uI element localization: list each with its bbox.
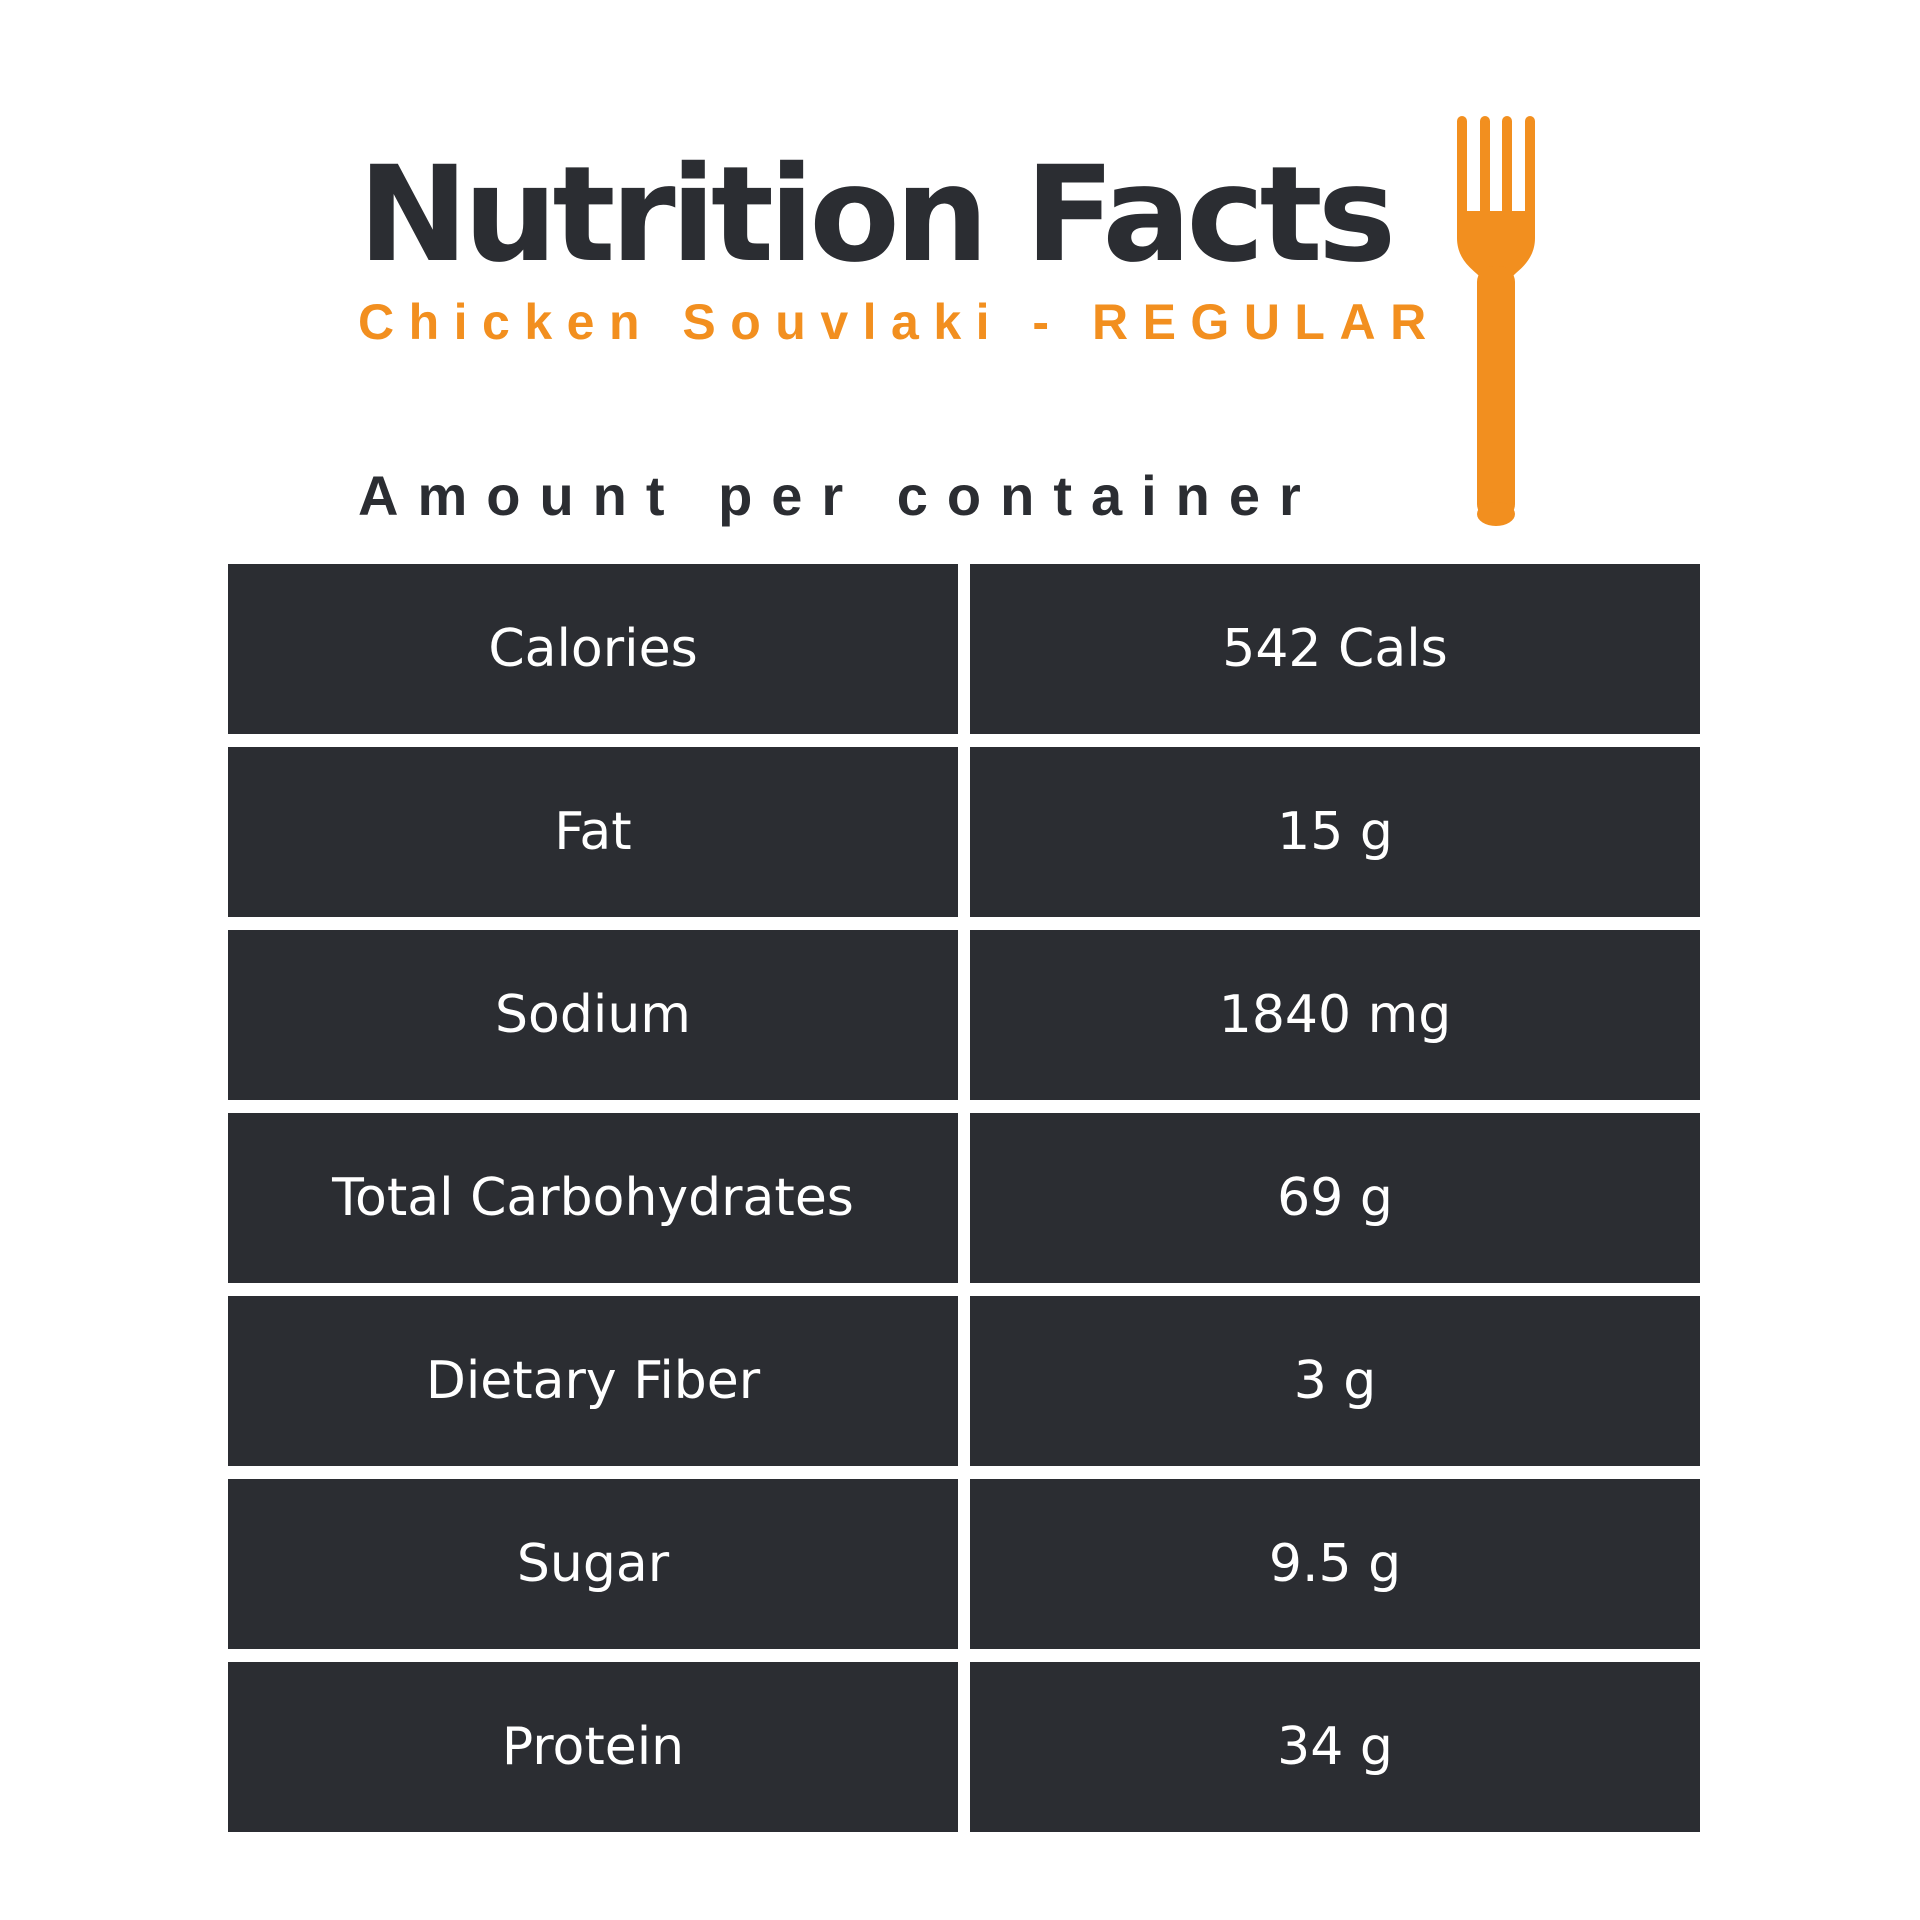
- nutrition-row-sugar: Sugar 9.5 g: [228, 1479, 1700, 1649]
- nutrient-value: 69 g: [970, 1113, 1700, 1283]
- nutrient-label: Total Carbohydrates: [228, 1113, 958, 1283]
- nutrient-value: 34 g: [970, 1662, 1700, 1832]
- amount-per-container-label: Amount per container: [358, 464, 1320, 527]
- nutrient-label: Sodium: [228, 930, 958, 1100]
- page-title: Nutrition Facts: [358, 138, 1396, 292]
- nutrition-row-calories: Calories 542 Cals: [228, 564, 1700, 734]
- nutrition-row-dietary-fiber: Dietary Fiber 3 g: [228, 1296, 1700, 1466]
- nutrition-row-fat: Fat 15 g: [228, 747, 1700, 917]
- nutrient-label: Protein: [228, 1662, 958, 1832]
- nutrition-row-sodium: Sodium 1840 mg: [228, 930, 1700, 1100]
- nutrition-row-total-carbohydrates: Total Carbohydrates 69 g: [228, 1113, 1700, 1283]
- nutrient-value: 15 g: [970, 747, 1700, 917]
- nutrient-label: Dietary Fiber: [228, 1296, 958, 1466]
- nutrient-label: Sugar: [228, 1479, 958, 1649]
- nutrient-label: Calories: [228, 564, 958, 734]
- nutrient-value: 3 g: [970, 1296, 1700, 1466]
- nutrient-value: 542 Cals: [970, 564, 1700, 734]
- nutrient-label: Fat: [228, 747, 958, 917]
- nutrition-row-protein: Protein 34 g: [228, 1662, 1700, 1832]
- nutrient-value: 9.5 g: [970, 1479, 1700, 1649]
- product-name: Chicken Souvlaki - REGULAR: [358, 294, 1441, 350]
- nutrition-table: Calories 542 Cals Fat 15 g Sodium 1840 m…: [228, 564, 1700, 1845]
- fork-icon: [1457, 116, 1535, 526]
- nutrient-value: 1840 mg: [970, 930, 1700, 1100]
